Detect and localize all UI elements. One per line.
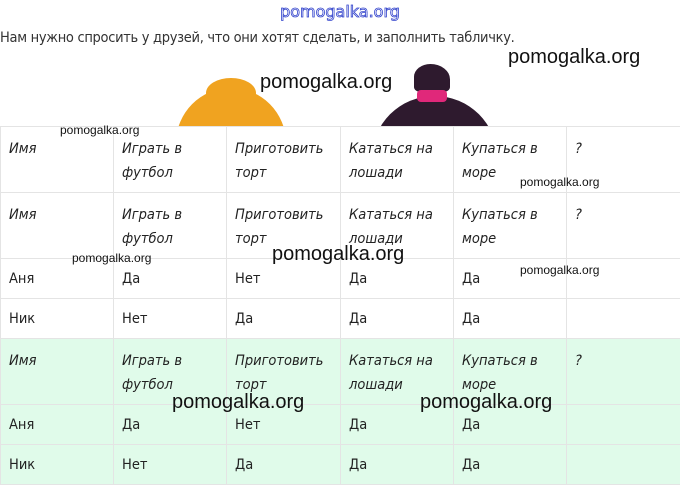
table-header-row: Имя Играть в футбол Приготовить торт Катать…: [0, 126, 680, 193]
table-cell: Купаться в море: [453, 338, 567, 405]
table-cell: Нет: [113, 444, 227, 485]
table-row: Ник Нет Да Да Да: [0, 444, 680, 485]
watermark-top: pomogalka.org: [280, 2, 401, 22]
table-cell: Да: [226, 444, 341, 485]
watermark: pomogalka.org: [508, 46, 641, 68]
watermark: pomogalka.org: [172, 391, 305, 413]
table-cell: Играть в футбол: [113, 192, 227, 259]
watermark: pomogalka.org: [72, 251, 152, 265]
table-cell: Да: [453, 444, 567, 485]
table-cell: Да: [340, 258, 454, 299]
table-cell: Да: [453, 404, 567, 445]
table-cell: Купаться в море: [453, 192, 567, 259]
table-cell: ?: [566, 192, 680, 259]
table-cell: Аня: [0, 404, 114, 445]
table-cell: ?: [566, 126, 680, 193]
watermark: pomogalka.org: [520, 263, 600, 277]
activities-table: Имя Играть в футбол Приготовить торт Катать…: [0, 126, 680, 485]
table-cell: [566, 298, 680, 339]
watermark: pomogalka.org: [520, 175, 600, 189]
table-cell: Нет: [113, 298, 227, 339]
table-cell: Ник: [0, 298, 114, 339]
table-cell: Да: [113, 404, 227, 445]
table-cell: [566, 404, 680, 445]
table-cell: Имя: [0, 338, 114, 405]
table-header-row: Имя Играть в футбол Приготовить торт Катать…: [0, 192, 680, 259]
watermark: pomogalka.org: [420, 391, 553, 413]
table-cell: Играть в футбол: [113, 338, 227, 405]
table-cell: Да: [113, 258, 227, 299]
table-cell: Приготовить торт: [226, 126, 341, 193]
table-cell: Приготовить торт: [226, 338, 341, 405]
table-cell: Да: [340, 444, 454, 485]
table-cell: Имя: [0, 192, 114, 259]
table-cell: Играть в футбол: [113, 126, 227, 193]
table-cell: ?: [566, 338, 680, 405]
table-row: Аня Да Нет Да Да: [0, 258, 680, 299]
table-cell: Да: [226, 298, 341, 339]
table-row: Ник Нет Да Да Да: [0, 298, 680, 339]
table-cell: Ник: [0, 444, 114, 485]
intro-text: Нам нужно спросить у друзей, что они хот…: [0, 30, 515, 46]
table-cell: [566, 258, 680, 299]
table-cell: Нет: [226, 404, 341, 445]
table-cell: Да: [453, 298, 567, 339]
watermark: pomogalka.org: [260, 71, 393, 93]
watermark: pomogalka.org: [272, 243, 405, 265]
table-header-row: Имя Играть в футбол Приготовить торт Катать…: [0, 338, 680, 405]
table-cell: Купаться в море: [453, 126, 567, 193]
table-cell: Кататься на лошади: [340, 126, 454, 193]
table-row: Аня Да Нет Да Да: [0, 404, 680, 445]
table-cell: [566, 444, 680, 485]
table-cell: Приготовить торт: [226, 192, 341, 259]
watermark: pomogalka.org: [60, 123, 140, 137]
table-cell: Аня: [0, 258, 114, 299]
table-cell: Да: [340, 298, 454, 339]
table-cell: Кататься на лошади: [340, 192, 454, 259]
table-cell: Нет: [226, 258, 341, 299]
table-cell: Да: [453, 258, 567, 299]
